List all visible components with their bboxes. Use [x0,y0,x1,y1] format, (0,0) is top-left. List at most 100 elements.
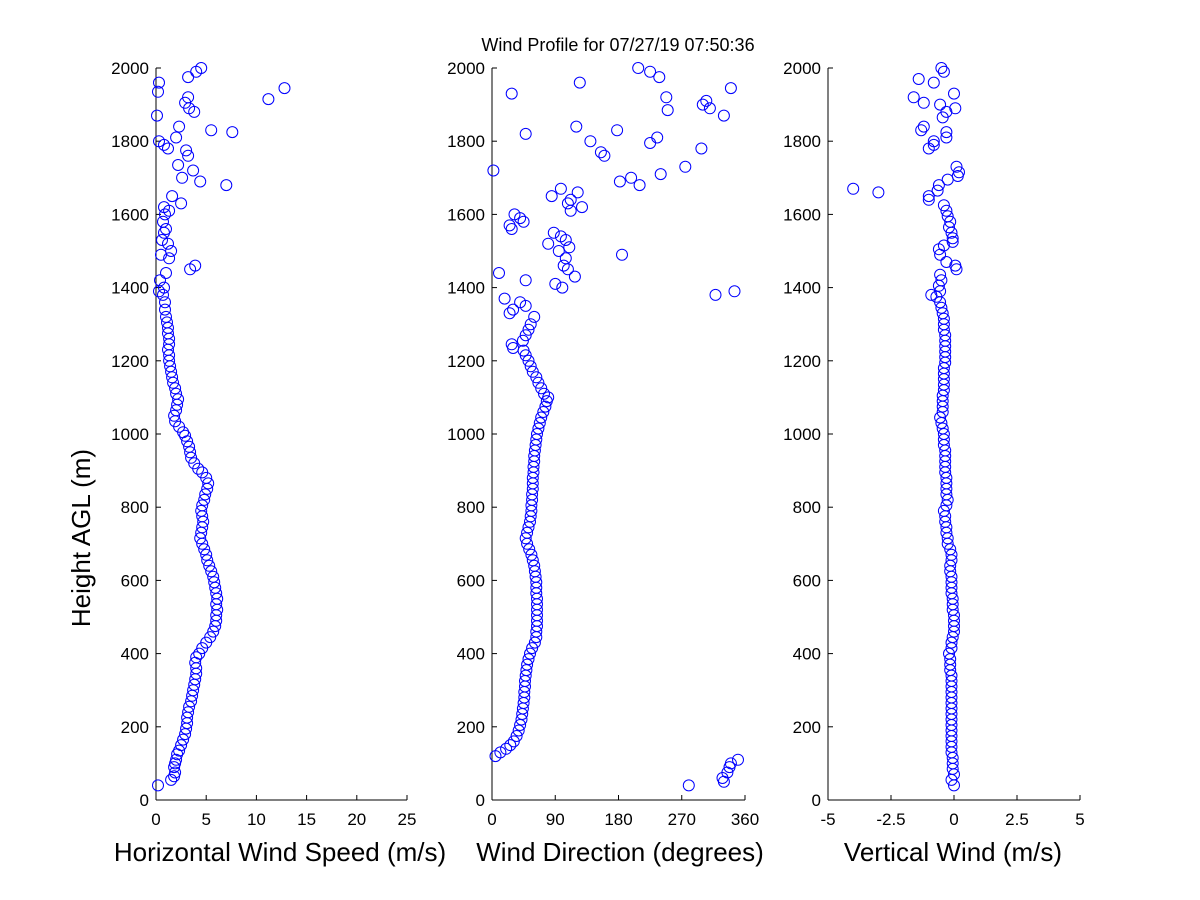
y-tick-label: 1200 [783,352,821,371]
data-point [654,168,667,181]
data-point [522,653,535,666]
data-point [935,301,948,314]
data-point [152,85,164,98]
panel-wind-direction: Wind Direction (degrees) 0 200 400 600 800 10… [447,59,764,867]
data-point [682,779,695,792]
x-tick-label: 270 [668,810,696,829]
data-point [170,753,183,766]
y-tick-label: 400 [793,645,821,664]
data-point [183,440,196,453]
data-point [177,733,190,746]
data-point [542,391,555,404]
data-point [159,296,171,309]
data-point [524,318,537,331]
data-point [512,724,525,737]
data-point [937,504,950,517]
data-point [521,658,534,671]
data-point [941,210,954,223]
panel-vertical-wind: Vertical Wind (m/s) 0 200 400 600 800 1000 120… [783,59,1085,867]
data-point [504,739,517,752]
data-point [510,730,523,742]
data-point [503,307,516,320]
data-point [872,186,885,199]
data-point [944,543,957,556]
data-point [598,149,611,162]
data-point [937,65,950,78]
data-point [564,193,577,206]
data-point [948,87,960,100]
data-point [912,73,925,85]
data-point [153,76,165,89]
data-point [220,179,233,192]
data-point [505,338,518,351]
data-point [180,144,193,157]
data-point [661,104,674,117]
data-point [207,570,220,583]
y-tick-label: 1800 [783,132,821,151]
data-point [616,248,628,261]
data-point [508,208,521,221]
data-point [159,208,171,221]
y-tick-label: 2000 [111,59,149,78]
data-point [532,422,545,435]
data-point [170,131,183,144]
data-point [925,288,938,301]
data-point [936,422,949,435]
data-point [945,636,958,649]
data-point [194,175,207,188]
data-point [946,235,959,248]
data-point [195,504,208,517]
y-tick-label: 1600 [111,205,149,224]
data-point [537,406,550,418]
y-tick-label: 400 [121,645,149,664]
data-point [946,232,959,245]
data-point [625,171,638,184]
data-point [557,259,570,272]
data-point [927,76,940,89]
x-tick-label: 25 [398,810,417,829]
data-point [542,237,555,250]
y-tick-label: 1400 [111,279,149,298]
data-point [937,312,950,325]
y-tick-label: 1800 [111,132,149,151]
data-point [226,126,239,139]
data-point [182,149,195,162]
y-tick-label: 400 [457,645,485,664]
data-point [940,204,953,217]
y-tick-label: 0 [812,791,821,810]
data-point [522,323,535,336]
data-point [552,245,565,257]
data-point [525,548,538,561]
data-point [917,96,930,109]
data-point [932,179,945,192]
data-point [505,223,518,235]
data-point [695,142,708,155]
data-point [528,310,541,323]
data-point [179,96,192,109]
data-point [611,124,624,137]
y-tick-label: 1600 [447,205,485,224]
data-point [203,559,216,572]
data-point [526,554,539,567]
data-point [922,193,935,206]
data-point [940,126,953,139]
data-point [539,400,552,413]
data-point [183,700,196,713]
y-tick-label: 1600 [783,205,821,224]
data-point [169,382,182,395]
data-point [198,543,211,556]
x-tick-label: 2.5 [1005,810,1029,829]
data-point [204,631,217,644]
data-point [184,446,197,459]
y-tick-label: 1800 [447,132,485,151]
data-point [201,554,214,567]
data-point [528,559,541,572]
data-point [208,576,221,589]
data-point [487,164,500,177]
data-point [633,179,646,192]
y-tick-label: 2000 [447,59,485,78]
data-point [170,387,183,400]
data-point [524,360,537,373]
data-point [172,159,185,171]
x-tick-label: 0 [949,810,958,829]
